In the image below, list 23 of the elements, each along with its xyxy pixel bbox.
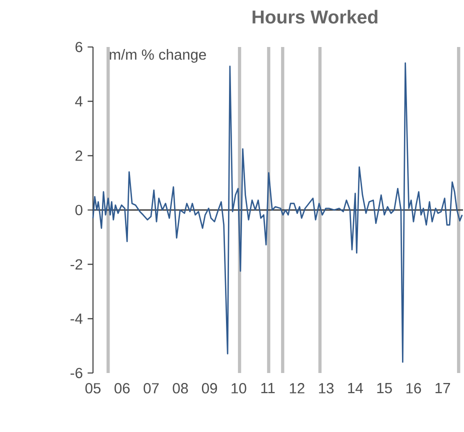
x-tick-label: 06 [114,383,130,394]
y-tick-label: -2 [70,259,82,270]
line-series [92,62,463,363]
y-tick-label: -4 [70,314,83,324]
y-tick-label: 4 [75,96,83,106]
x-tick-label: 12 [290,383,304,394]
x-tick-label: 15 [377,383,392,394]
chart-title: Hours Worked [252,10,378,24]
y-tick-label: -6 [70,368,82,378]
y-axis-title: m/m % change [110,49,206,63]
y-tick-label: 0 [75,204,82,216]
x-tick-label: 16 [406,383,421,394]
x-tick-label: 11 [261,383,275,394]
x-tick-label: 09 [202,383,217,394]
x-tick-label: 14 [348,383,363,394]
x-tick-label: 08 [172,383,188,394]
x-tick-label: 13 [319,383,334,394]
x-tick-label: 07 [144,383,159,394]
x-tick-label: 17 [436,383,450,394]
y-tick-label: 2 [76,150,82,161]
y-tick-label: 6 [76,42,82,52]
x-tick-label: 10 [232,383,246,394]
x-tick-label: 05 [85,383,101,394]
